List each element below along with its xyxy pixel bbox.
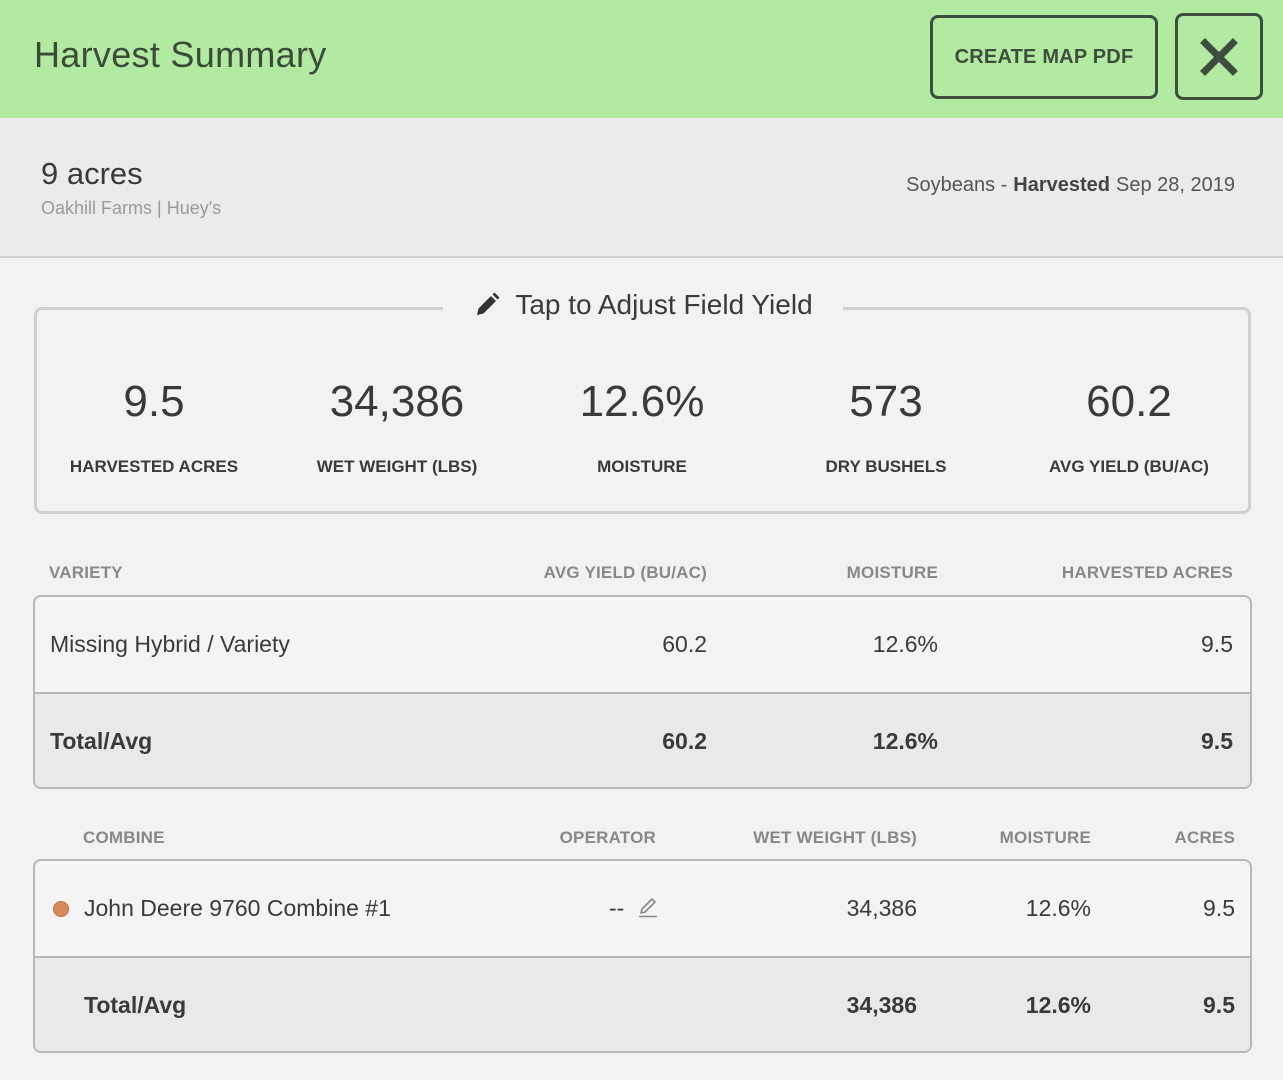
table-total-row: Total/Avg 60.2 12.6% 9.5 bbox=[35, 692, 1250, 787]
total-yield: 60.2 bbox=[662, 728, 707, 754]
total-moisture: 12.6% bbox=[872, 728, 938, 754]
harvest-date: Sep 28, 2019 bbox=[1116, 174, 1235, 196]
stat-label: DRY BUSHELS bbox=[825, 457, 947, 476]
harvest-status: Harvested bbox=[1013, 174, 1110, 196]
close-icon bbox=[1200, 37, 1238, 76]
variety-name: Missing Hybrid / Variety bbox=[50, 631, 290, 657]
stat-avg-yield: 60.2 AVG YIELD (BU/AC) bbox=[1009, 373, 1249, 477]
stat-value: 9.5 bbox=[123, 377, 185, 426]
field-info: 9 acres Oakhill Farms | Huey's Soybeans … bbox=[0, 118, 1283, 258]
stat-wet-weight: 34,386 WET WEIGHT (LBS) bbox=[277, 373, 517, 477]
stat-harvested-acres: 9.5 HARVESTED ACRES bbox=[34, 373, 274, 477]
col-header-acres: ACRES bbox=[1174, 828, 1235, 847]
edit-pencil-icon[interactable] bbox=[637, 896, 659, 918]
crop-status: Soybeans - Harvested Sep 28, 2019 bbox=[906, 174, 1235, 197]
total-label: Total/Avg bbox=[84, 992, 187, 1018]
combine-moisture: 12.6% bbox=[1025, 895, 1091, 921]
total-moisture: 12.6% bbox=[1025, 992, 1091, 1018]
header-bar: Harvest Summary CREATE MAP PDF bbox=[0, 0, 1283, 118]
total-weight: 34,386 bbox=[846, 992, 917, 1018]
variety-acres: 9.5 bbox=[1201, 631, 1233, 657]
combine-weight: 34,386 bbox=[846, 895, 917, 921]
total-label: Total/Avg bbox=[50, 728, 153, 754]
table-row[interactable]: John Deere 9760 Combine #1 -- 34,386 12.… bbox=[35, 861, 1250, 956]
stat-label: HARVESTED ACRES bbox=[69, 457, 239, 476]
table-total-row: Total/Avg 34,386 12.6% 9.5 bbox=[35, 956, 1250, 1051]
col-header-avg-yield: AVG YIELD (BU/AC) bbox=[543, 563, 707, 582]
combine-table: John Deere 9760 Combine #1 -- 34,386 12.… bbox=[33, 859, 1252, 1053]
total-acres: 9.5 bbox=[1203, 992, 1235, 1018]
adjust-field-yield-label: Tap to Adjust Field Yield bbox=[515, 289, 813, 320]
stat-value: 60.2 bbox=[1086, 377, 1172, 426]
stat-label: MOISTURE bbox=[597, 457, 687, 476]
col-header-moisture: MOISTURE bbox=[999, 828, 1091, 847]
stat-label: WET WEIGHT (LBS) bbox=[316, 457, 478, 476]
col-header-harvested-acres: HARVESTED ACRES bbox=[1061, 563, 1233, 582]
total-acres: 9.5 bbox=[1201, 728, 1233, 754]
table-row[interactable]: Missing Hybrid / Variety 60.2 12.6% 9.5 bbox=[35, 597, 1250, 692]
farm-name: Oakhill Farms | Huey's bbox=[41, 198, 222, 218]
combine-acres: 9.5 bbox=[1203, 895, 1235, 921]
operator-value: -- bbox=[609, 895, 625, 921]
col-header-variety: VARIETY bbox=[49, 563, 123, 582]
create-map-pdf-button[interactable]: CREATE MAP PDF bbox=[930, 15, 1158, 99]
variety-yield: 60.2 bbox=[662, 631, 707, 657]
combine-name: John Deere 9760 Combine #1 bbox=[84, 895, 391, 921]
stat-value: 12.6% bbox=[579, 377, 705, 426]
field-acres: 9 acres bbox=[41, 156, 143, 191]
stat-value: 34,386 bbox=[329, 377, 465, 426]
combine-color-dot bbox=[53, 901, 69, 917]
col-header-combine: COMBINE bbox=[83, 828, 165, 847]
pencil-icon bbox=[477, 292, 500, 315]
page-title: Harvest Summary bbox=[34, 34, 327, 75]
crop-name: Soybeans - bbox=[906, 174, 1008, 196]
adjust-field-yield-button[interactable]: Tap to Adjust Field Yield bbox=[443, 284, 843, 326]
operator-cell[interactable]: -- bbox=[609, 861, 659, 956]
variety-moisture: 12.6% bbox=[872, 631, 938, 657]
close-button[interactable] bbox=[1175, 13, 1263, 100]
stat-value: 573 bbox=[849, 377, 923, 426]
col-header-wet-weight: WET WEIGHT (LBS) bbox=[753, 828, 917, 847]
stat-dry-bushels: 573 DRY BUSHELS bbox=[766, 373, 1006, 477]
variety-table: Missing Hybrid / Variety 60.2 12.6% 9.5 … bbox=[33, 595, 1252, 789]
col-header-operator: OPERATOR bbox=[559, 828, 656, 847]
stat-label: AVG YIELD (BU/AC) bbox=[1049, 457, 1209, 476]
stat-moisture: 12.6% MOISTURE bbox=[522, 373, 762, 477]
col-header-moisture: MOISTURE bbox=[846, 563, 938, 582]
